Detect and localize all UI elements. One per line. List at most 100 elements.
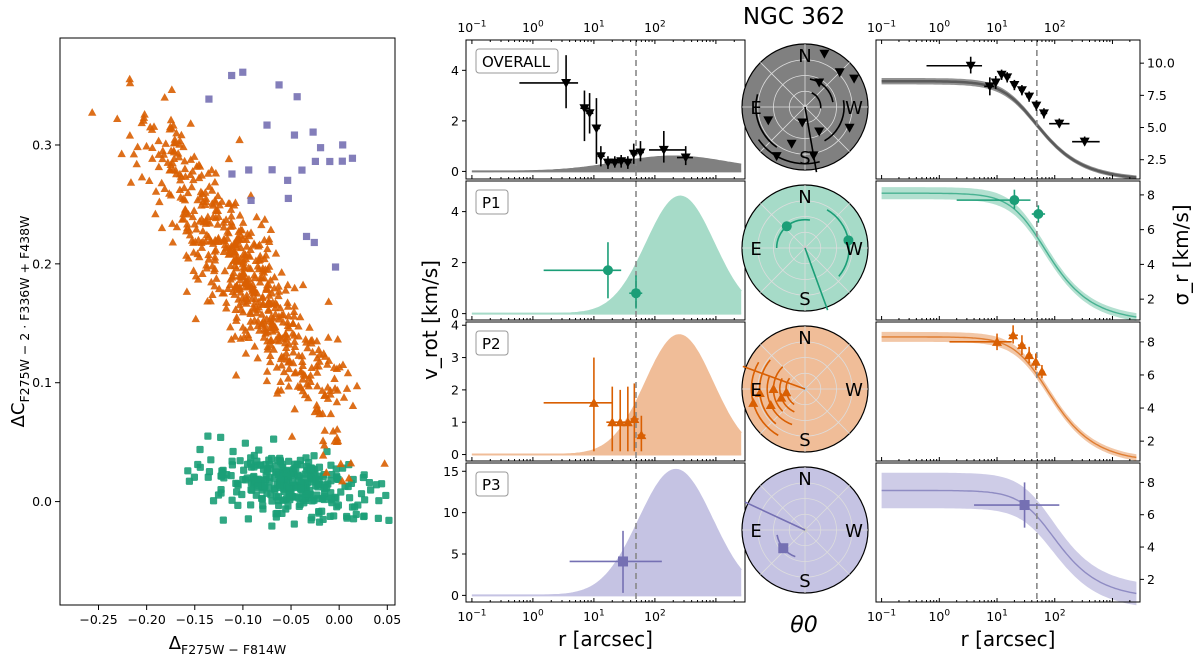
scatter-point-p2 <box>186 119 195 127</box>
scatter-point-p2 <box>271 249 281 257</box>
scatter-point-p2 <box>266 351 275 359</box>
polar-data-point <box>748 397 759 407</box>
polar-compass-n: N <box>798 46 811 67</box>
polar-data-point <box>778 543 789 554</box>
scatter-point-p2 <box>330 374 339 382</box>
sigma-panel-0: 2.5 5.0 7.5 10.0 <box>875 39 1175 180</box>
sigma-y-tick-label: 2 <box>1147 434 1155 449</box>
scatter-x-tick-label: −0.20 <box>127 612 165 627</box>
scatter-point-p2 <box>197 171 206 179</box>
scatter-point-p1 <box>266 473 274 481</box>
scatter-point-p1 <box>308 513 316 521</box>
scatter-point-p2 <box>220 266 230 275</box>
vrot-data-point <box>595 152 606 162</box>
scatter-point-p2 <box>173 149 183 157</box>
figure-title: NGC 362 <box>743 4 845 30</box>
polar-data-point <box>808 151 819 161</box>
polar-grid-spoke <box>804 485 850 531</box>
scatter-point-p2 <box>323 360 332 368</box>
scatter-point-p2 <box>303 343 312 352</box>
vrot-top-tick-label: 102 <box>644 19 666 35</box>
scatter-point-p2 <box>274 291 283 300</box>
scatter-point-p2 <box>290 301 299 310</box>
scatter-point-p1 <box>354 501 362 509</box>
scatter-point-p2 <box>264 305 273 313</box>
vrot-data-point <box>622 417 633 427</box>
scatter-point-p1 <box>219 516 227 524</box>
scatter-point-p2 <box>125 78 135 87</box>
scatter-point-p1 <box>270 484 278 492</box>
scatter-point-p2 <box>236 243 246 252</box>
vrot-top-tick-label: 101 <box>583 19 605 35</box>
scatter-point-p2 <box>231 198 240 206</box>
vrot-panel-label: P1 <box>482 194 501 212</box>
scatter-point-p1 <box>229 447 237 456</box>
sigma-data-point <box>1002 73 1013 83</box>
scatter-point-p2 <box>249 239 259 247</box>
scatter-x-label: ΔF275W − F814W <box>169 633 287 655</box>
scatter-point-p2 <box>253 321 262 330</box>
scatter-point-p1 <box>233 480 242 488</box>
sigma-model-band <box>881 187 1137 321</box>
scatter-point-p1 <box>228 496 236 504</box>
scatter-x-tick-label: −0.10 <box>224 612 262 627</box>
sigma-y-tick-label: 5.0 <box>1147 120 1167 135</box>
scatter-point-p1 <box>361 496 369 504</box>
scatter-point-p1 <box>251 476 260 485</box>
vrot-panel-label: P2 <box>482 335 501 353</box>
polar-grid-spoke <box>760 62 806 108</box>
scatter-point-p2 <box>264 234 274 243</box>
polar-compass-w: W <box>845 98 863 119</box>
scatter-point-p1 <box>367 486 375 494</box>
scatter-point-p1 <box>319 515 327 524</box>
scatter-point-p2 <box>322 468 331 476</box>
scatter-point-p1 <box>327 489 335 497</box>
scatter-point-p2 <box>154 162 164 171</box>
scatter-point-p2 <box>344 473 354 482</box>
vrot-data-point <box>615 417 626 427</box>
sigma-data-point <box>1019 500 1030 511</box>
scatter-point-p2 <box>342 384 352 392</box>
scatter-point-p2 <box>320 426 329 434</box>
scatter-point-p2 <box>140 110 149 118</box>
scatter-point-p2 <box>312 362 321 370</box>
scatter-point-p2 <box>305 323 314 331</box>
polar-grid-spoke <box>760 485 806 531</box>
scatter-point-p1 <box>365 478 374 487</box>
scatter-point-p2 <box>224 199 233 207</box>
scatter-point-p2 <box>255 251 265 260</box>
scatter-point-p2 <box>277 268 286 276</box>
vrot-y-tick-label: 0 <box>451 588 459 603</box>
vrot-panel-p3: P3 0 5 10 15 <box>443 462 746 603</box>
scatter-point-p1 <box>296 500 304 509</box>
scatter-point-p2 <box>207 165 216 174</box>
scatter-point-p2 <box>261 285 271 293</box>
scatter-point-p2 <box>313 381 322 390</box>
scatter-point-p2 <box>238 323 248 331</box>
scatter-point-p3 <box>245 166 253 174</box>
scatter-point-p2 <box>329 363 339 371</box>
sigma-frame <box>875 39 1141 180</box>
polar-data-point <box>849 74 860 84</box>
scatter-point-p2 <box>270 303 280 312</box>
scatter-point-p2 <box>236 305 246 313</box>
polar-data-point <box>814 78 825 88</box>
scatter-point-p2 <box>180 195 190 204</box>
scatter-point-p2 <box>145 176 154 185</box>
scatter-point-p2 <box>262 376 272 385</box>
scatter-point-p2 <box>346 458 356 467</box>
scatter-point-p2 <box>257 220 266 229</box>
scatter-point-p2 <box>276 377 285 385</box>
scatter-point-p1 <box>214 491 223 499</box>
scatter-point-p2 <box>306 371 315 379</box>
scatter-point-p2 <box>273 386 283 394</box>
scatter-point-p2 <box>270 272 279 281</box>
scatter-point-p2 <box>160 184 169 193</box>
scatter-point-p2 <box>253 317 263 325</box>
polar-data-point <box>819 49 830 59</box>
scatter-point-p1 <box>247 501 255 509</box>
sigma-top-tick-label: 100 <box>928 19 950 35</box>
scatter-point-p1 <box>323 447 331 456</box>
scatter-point-p2 <box>180 156 189 165</box>
scatter-point-p2 <box>210 281 219 290</box>
